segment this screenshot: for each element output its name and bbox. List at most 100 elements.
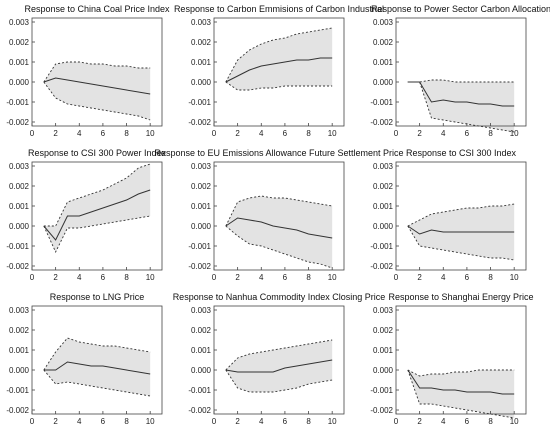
- irf-panel: Response to LNG Price 0.003 0.002 0.001 0.00…: [6, 292, 163, 426]
- y-tick-label: 0.003: [191, 162, 212, 171]
- y-tick-label: 0.000: [373, 78, 394, 87]
- x-tick-label: 2: [235, 129, 240, 138]
- y-tick-label: -0.002: [6, 406, 29, 415]
- panel-title: Response to Nanhua Commodity Index Closi…: [173, 292, 386, 302]
- confidence-band: [225, 340, 333, 392]
- x-tick-label: 8: [306, 129, 311, 138]
- confidence-band: [43, 164, 151, 252]
- x-tick-label: 8: [124, 417, 129, 426]
- y-tick-label: 0.003: [9, 306, 30, 315]
- y-tick-label: 0.002: [9, 38, 30, 47]
- plot-frame: [395, 305, 527, 415]
- y-tick-label: 0.003: [191, 18, 212, 27]
- x-tick-label: 8: [124, 273, 129, 282]
- x-tick-label: 10: [328, 273, 337, 282]
- x-tick-label: 2: [235, 417, 240, 426]
- x-tick-label: 4: [441, 417, 446, 426]
- lower-bound-line: [407, 369, 515, 419]
- x-tick-label: 6: [283, 129, 288, 138]
- y-tick-label: 0.001: [191, 346, 212, 355]
- y-tick-label: 0.000: [9, 366, 30, 375]
- y-tick-label: 0.003: [373, 306, 394, 315]
- x-tick-label: 8: [488, 129, 493, 138]
- x-tick-label: 0: [212, 129, 217, 138]
- response-line: [225, 359, 333, 373]
- lower-bound-line: [407, 225, 515, 261]
- x-tick-label: 10: [510, 273, 519, 282]
- y-tick-label: -0.001: [6, 242, 29, 251]
- x-tick-label: 6: [101, 273, 106, 282]
- y-tick-label: 0.001: [9, 202, 30, 211]
- response-line: [43, 189, 151, 241]
- x-tick-label: 4: [441, 129, 446, 138]
- confidence-band: [225, 196, 333, 268]
- y-tick-label: 0.001: [373, 346, 394, 355]
- lower-bound-line: [225, 369, 333, 393]
- x-tick-label: 2: [235, 273, 240, 282]
- y-tick-label: 0.001: [373, 202, 394, 211]
- y-tick-label: 0.002: [373, 182, 394, 191]
- x-tick-label: 4: [441, 273, 446, 282]
- y-tick-label: 0.003: [191, 306, 212, 315]
- plot-frame: [213, 305, 345, 415]
- y-tick-label: 0.001: [373, 58, 394, 67]
- y-tick-label: 0.002: [373, 326, 394, 335]
- y-tick-label: -0.002: [188, 118, 211, 127]
- x-tick-label: 0: [212, 417, 217, 426]
- plot-frame: [213, 17, 345, 127]
- lower-bound-line: [225, 225, 333, 269]
- y-tick-label: 0.002: [191, 38, 212, 47]
- x-tick-label: 10: [510, 129, 519, 138]
- x-tick-label: 6: [101, 129, 106, 138]
- confidence-band: [43, 338, 151, 396]
- y-tick-label: -0.002: [370, 406, 393, 415]
- upper-bound-line: [407, 203, 515, 227]
- y-tick-label: -0.001: [370, 98, 393, 107]
- x-tick-label: 10: [146, 417, 155, 426]
- x-tick-label: 6: [465, 129, 470, 138]
- confidence-band: [43, 62, 151, 120]
- y-tick-label: -0.001: [6, 98, 29, 107]
- upper-bound-line: [407, 79, 515, 83]
- y-tick-label: -0.001: [188, 98, 211, 107]
- y-tick-label: 0.000: [373, 222, 394, 231]
- x-tick-label: 8: [488, 417, 493, 426]
- response-line: [225, 217, 333, 239]
- x-tick-label: 6: [101, 417, 106, 426]
- y-tick-label: -0.002: [188, 262, 211, 271]
- panel-title: Response to CSI 300 Power Index: [28, 148, 167, 158]
- y-tick-label: 0.002: [191, 326, 212, 335]
- y-tick-label: 0.002: [373, 38, 394, 47]
- irf-panel: Response to Carbon Emmisions of Carbon I…: [174, 4, 384, 138]
- y-tick-label: 0.001: [9, 346, 30, 355]
- y-tick-label: 0.000: [191, 222, 212, 231]
- x-tick-label: 6: [465, 273, 470, 282]
- x-tick-label: 0: [394, 273, 399, 282]
- x-tick-label: 2: [53, 273, 58, 282]
- confidence-band: [407, 80, 515, 132]
- y-tick-label: -0.001: [370, 242, 393, 251]
- irf-panel: Response to Shanghai Energy Price 0.003 0.…: [370, 292, 533, 426]
- panel-title: Response to EU Emissions Allowance Futur…: [154, 148, 403, 158]
- y-tick-label: 0.000: [9, 222, 30, 231]
- x-tick-label: 4: [259, 129, 264, 138]
- x-tick-label: 10: [328, 417, 337, 426]
- x-tick-label: 2: [417, 273, 422, 282]
- y-tick-label: 0.001: [191, 202, 212, 211]
- y-tick-label: 0.003: [9, 162, 30, 171]
- x-tick-label: 6: [283, 417, 288, 426]
- x-tick-label: 0: [394, 129, 399, 138]
- response-line: [407, 369, 515, 395]
- y-tick-label: -0.002: [188, 406, 211, 415]
- plot-frame: [31, 305, 163, 415]
- irf-panel: Response to CSI 300 Index 0.003 0.002 0.001…: [370, 148, 527, 282]
- x-tick-label: 0: [394, 417, 399, 426]
- x-tick-label: 2: [417, 417, 422, 426]
- x-tick-label: 0: [212, 273, 217, 282]
- response-line: [43, 77, 151, 95]
- x-tick-label: 4: [77, 417, 82, 426]
- y-tick-label: 0.002: [9, 326, 30, 335]
- y-tick-label: 0.000: [191, 366, 212, 375]
- plot-frame: [395, 161, 527, 271]
